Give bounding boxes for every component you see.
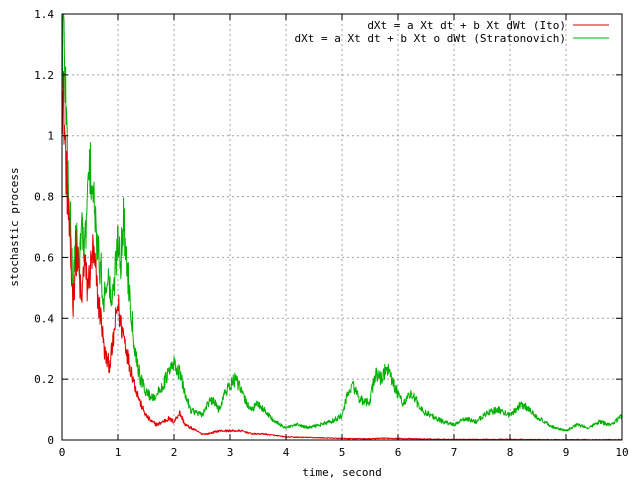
legend-entry-label: dXt = a Xt dt + b Xt dWt (Ito) bbox=[367, 19, 566, 32]
series-line-stratonovich bbox=[61, 13, 623, 432]
ticks bbox=[61, 13, 623, 441]
y-tick-label: 0.6 bbox=[34, 251, 54, 264]
x-tick-label: 0 bbox=[59, 446, 66, 459]
x-tick-label: 8 bbox=[507, 446, 514, 459]
y-tick-label: 1.4 bbox=[34, 8, 54, 21]
y-tick-label: 0 bbox=[47, 434, 54, 447]
y-tick-label: 1.2 bbox=[34, 69, 54, 82]
y-tick-label: 0.8 bbox=[34, 191, 54, 204]
y-axis-label: stochastic process bbox=[8, 167, 21, 286]
x-tick-label: 2 bbox=[171, 446, 178, 459]
legend: dXt = a Xt dt + b Xt dWt (Ito)dXt = a Xt… bbox=[294, 19, 609, 45]
x-tick-label: 6 bbox=[395, 446, 402, 459]
tick-labels: 0 1 2 3 4 5 6 7 8 9 10 0 0.2 0.4 0.6 0.8 1 1.2 1.4 bbox=[34, 8, 629, 459]
grid bbox=[62, 14, 622, 440]
series-layer bbox=[61, 13, 623, 441]
x-tick-label: 3 bbox=[227, 446, 234, 459]
x-tick-label: 10 bbox=[615, 446, 628, 459]
y-tick-label: 0.2 bbox=[34, 373, 54, 386]
y-tick-label: 1 bbox=[47, 130, 54, 143]
plot-frame bbox=[61, 13, 623, 441]
x-tick-label: 4 bbox=[283, 446, 290, 459]
legend-entry-label: dXt = a Xt dt + b Xt o dWt (Stratonovich… bbox=[294, 32, 566, 45]
y-tick-label: 0.4 bbox=[34, 312, 54, 325]
x-tick-label: 7 bbox=[451, 446, 458, 459]
x-tick-label: 1 bbox=[115, 446, 122, 459]
x-axis-label: time, second bbox=[302, 466, 381, 479]
x-tick-label: 5 bbox=[339, 446, 346, 459]
x-tick-label: 9 bbox=[563, 446, 570, 459]
